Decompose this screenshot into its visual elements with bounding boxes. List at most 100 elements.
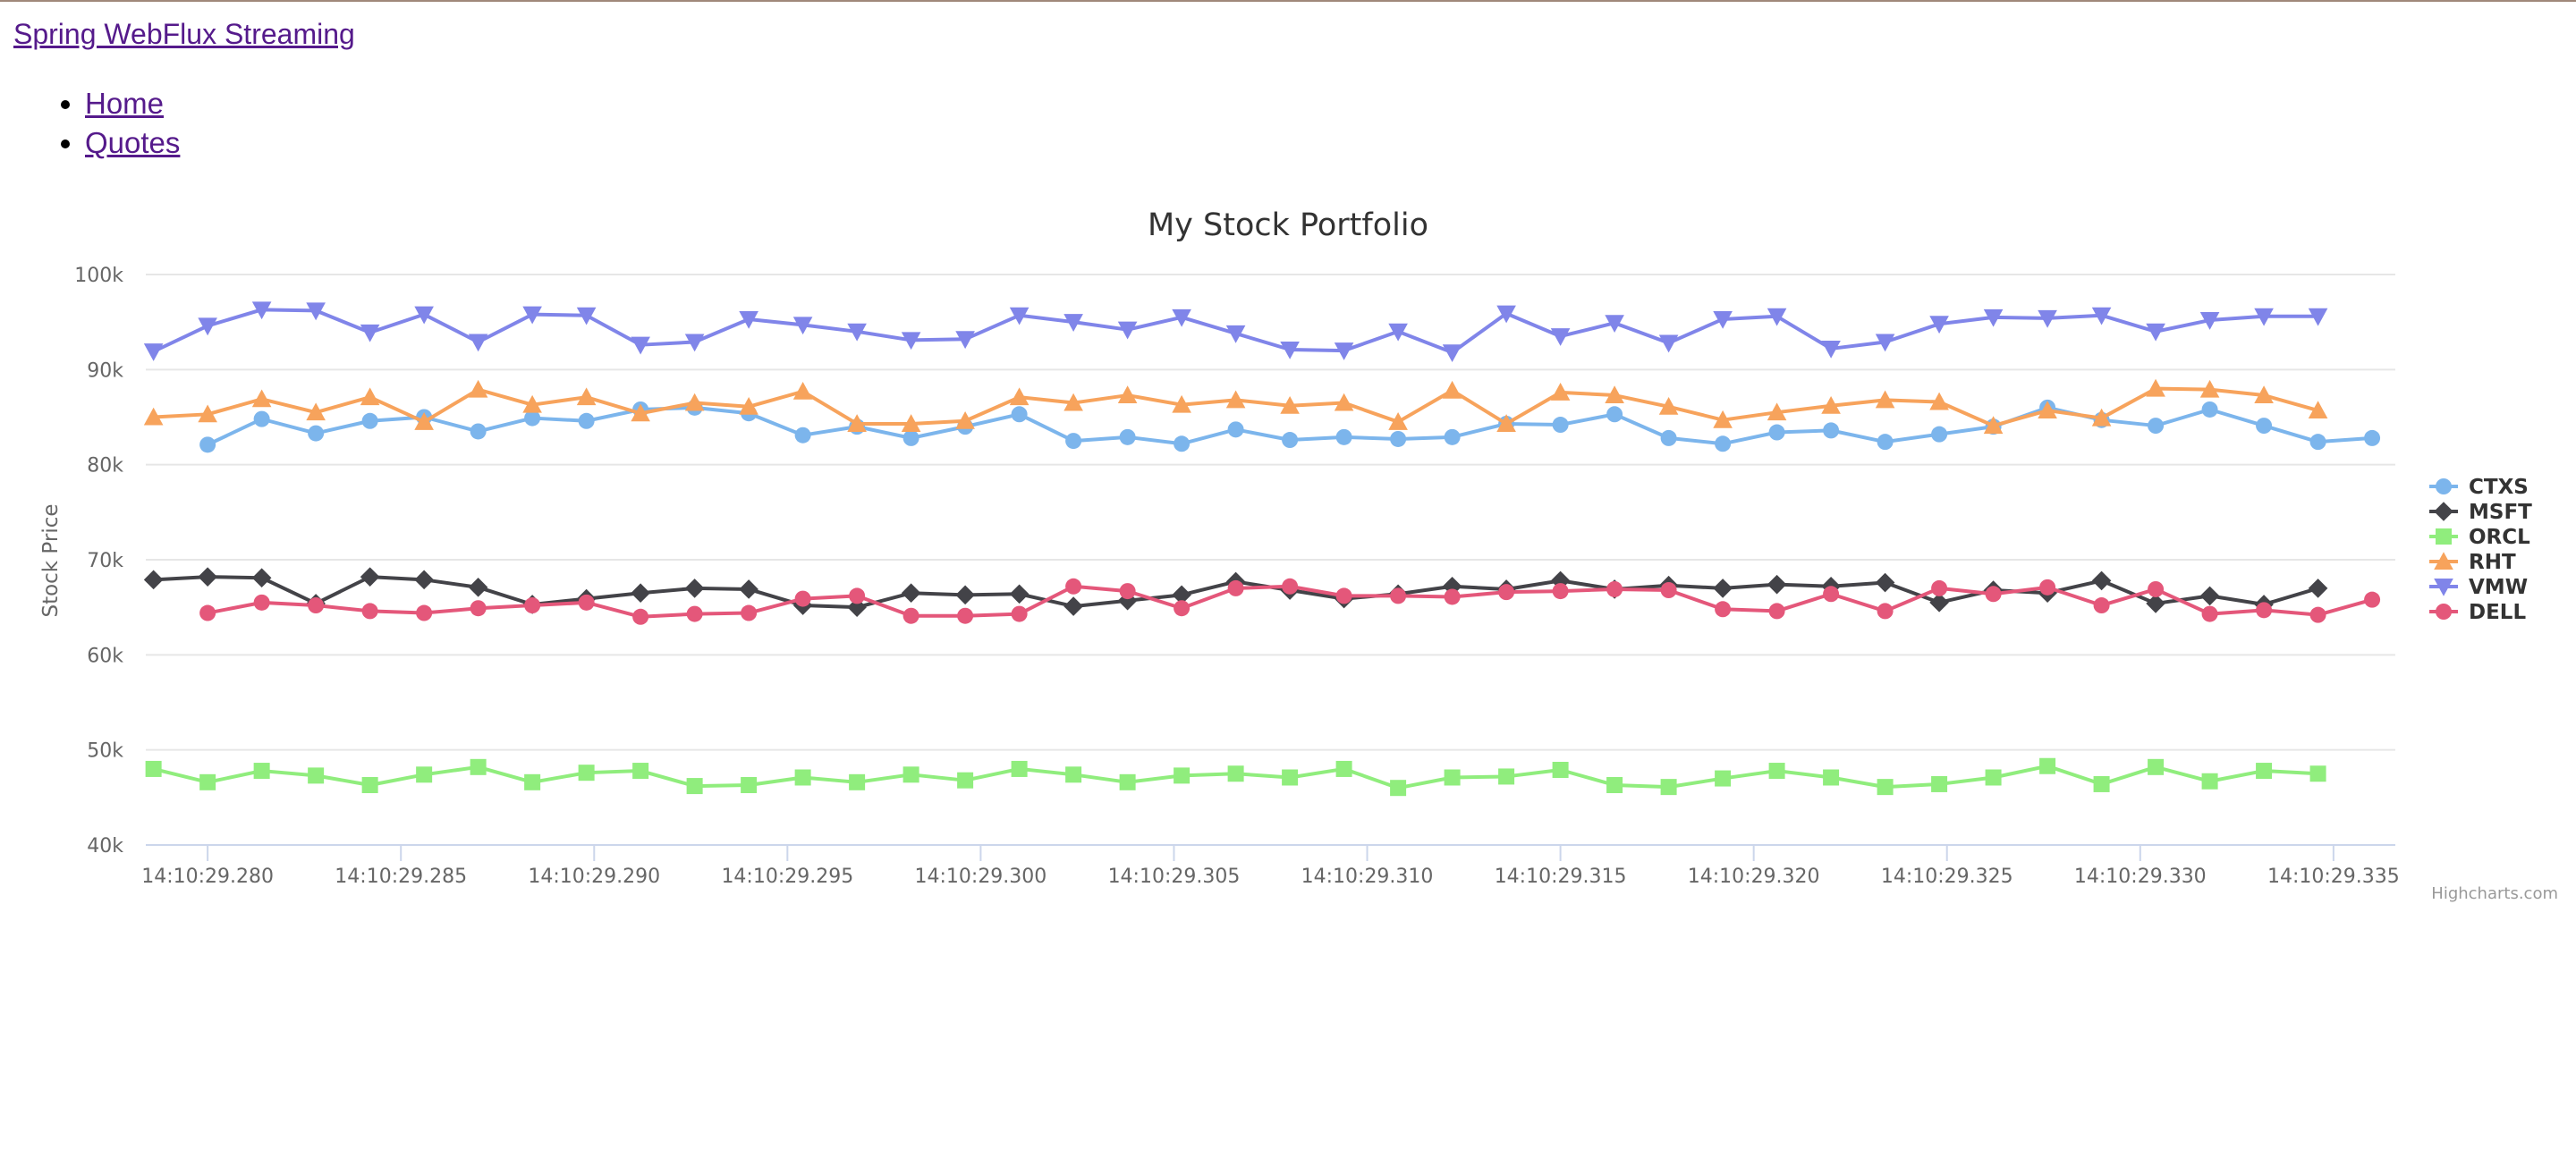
- data-point: [1442, 344, 1462, 362]
- data-point: [741, 604, 758, 621]
- data-point: [1715, 770, 1732, 787]
- data-point: [143, 570, 164, 590]
- data-point: [361, 603, 378, 620]
- data-point: [2091, 570, 2112, 591]
- data-point: [1442, 380, 1462, 399]
- legend-item-orcl[interactable]: ORCL: [2429, 526, 2530, 549]
- data-point: [632, 608, 649, 625]
- legend-item-rht[interactable]: RHT: [2429, 551, 2516, 574]
- data-point: [251, 301, 272, 320]
- credits[interactable]: Highcharts.com: [2431, 884, 2558, 903]
- data-point: [145, 760, 162, 777]
- data-point: [1011, 605, 1028, 622]
- data-point: [2364, 429, 2381, 446]
- data-point: [1931, 426, 1948, 443]
- data-point: [470, 600, 487, 617]
- data-point: [2093, 597, 2110, 614]
- data-point: [1119, 428, 1136, 445]
- data-point: [1119, 773, 1136, 790]
- nav-link-home[interactable]: Home: [85, 87, 165, 120]
- data-point: [1768, 424, 1785, 441]
- data-point: [1929, 316, 1949, 334]
- data-point: [1606, 580, 1623, 597]
- data-point: [2309, 765, 2326, 782]
- y-tick-label: 60k: [87, 645, 123, 667]
- legend-marker-icon: [2434, 552, 2453, 570]
- x-tick-label: 14:10:29.285: [335, 866, 467, 888]
- data-point: [416, 604, 433, 621]
- legend-marker-icon: [2434, 502, 2453, 521]
- data-point: [522, 394, 542, 413]
- data-point: [684, 334, 705, 352]
- data-point: [1875, 334, 1895, 352]
- series-dell: [199, 578, 2381, 625]
- data-point: [360, 387, 380, 406]
- data-point: [2148, 418, 2165, 435]
- data-point: [847, 323, 867, 342]
- series-orcl: [145, 757, 2326, 797]
- data-point: [1983, 416, 2004, 435]
- data-point: [1390, 430, 1407, 447]
- legend-item-msft[interactable]: MSFT: [2429, 501, 2532, 524]
- data-point: [1063, 596, 1083, 616]
- legend-item-dell[interactable]: DELL: [2429, 601, 2526, 624]
- nav-link-quotes[interactable]: Quotes: [85, 126, 181, 159]
- legend-item-vmw[interactable]: VMW: [2429, 576, 2528, 599]
- x-tick-label: 14:10:29.315: [1495, 866, 1627, 888]
- data-point: [1444, 428, 1461, 445]
- data-point: [143, 343, 164, 361]
- data-point: [1713, 410, 1733, 428]
- data-point: [631, 583, 650, 604]
- x-tick-label: 14:10:29.295: [721, 866, 853, 888]
- data-point: [1875, 390, 1895, 409]
- x-tick-label: 14:10:29.280: [141, 866, 274, 888]
- brand-link[interactable]: Spring WebFlux Streaming: [13, 18, 355, 50]
- data-point: [1388, 412, 1408, 430]
- data-point: [1335, 428, 1352, 445]
- data-point: [1768, 763, 1785, 780]
- data-point: [578, 594, 595, 611]
- data-point: [794, 427, 811, 444]
- legend-label: ORCL: [2469, 526, 2530, 549]
- data-point: [1877, 779, 1894, 796]
- data-point: [1065, 433, 1082, 450]
- y-axis-title: Stock Price: [39, 503, 63, 617]
- data-point: [792, 381, 813, 400]
- data-point: [2039, 757, 2056, 774]
- data-point: [2091, 408, 2112, 427]
- data-point: [468, 379, 488, 398]
- data-point: [198, 317, 217, 336]
- data-point: [901, 583, 921, 604]
- x-tick-label: 14:10:29.320: [1688, 866, 1820, 888]
- data-point: [1550, 328, 1571, 346]
- data-point: [1009, 307, 1030, 325]
- legend-item-ctxs[interactable]: CTXS: [2429, 476, 2529, 499]
- data-point: [632, 763, 649, 780]
- data-point: [1174, 767, 1191, 784]
- data-point: [1606, 406, 1623, 423]
- data-point: [2148, 758, 2165, 775]
- data-point: [1335, 760, 1352, 777]
- data-point: [251, 389, 272, 408]
- data-point: [2039, 579, 2056, 596]
- data-point: [2308, 401, 2328, 419]
- data-point: [2308, 308, 2328, 326]
- data-point: [1552, 583, 1569, 600]
- stock-chart: My Stock Portfolio 40k 50k 60k 70k 80k 90k 100…: [39, 207, 2558, 903]
- data-point: [1498, 584, 1515, 601]
- data-point: [1172, 308, 1191, 327]
- data-point: [1605, 385, 1624, 404]
- data-point: [1552, 761, 1569, 778]
- data-point: [2091, 307, 2112, 325]
- data-point: [1552, 417, 1569, 434]
- data-point: [468, 578, 488, 597]
- data-point: [1713, 310, 1733, 329]
- data-point: [522, 306, 542, 325]
- data-point: [1767, 574, 1787, 595]
- data-point: [2256, 602, 2273, 619]
- legend-marker-icon: [2436, 478, 2452, 494]
- data-point: [1550, 383, 1571, 401]
- data-point: [686, 605, 703, 622]
- data-point: [631, 336, 650, 355]
- data-point: [2199, 312, 2220, 330]
